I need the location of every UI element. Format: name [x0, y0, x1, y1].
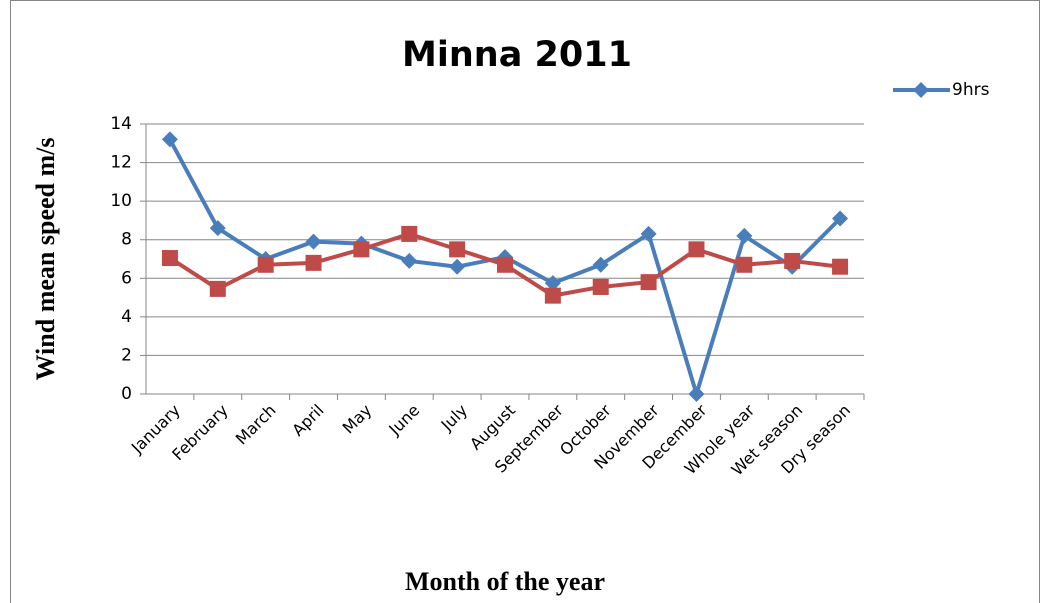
y-tick-label: 4: [121, 307, 132, 327]
data-point: [305, 233, 322, 250]
data-point: [592, 256, 609, 273]
data-point: [832, 258, 849, 275]
data-point: [161, 131, 178, 148]
data-point: [401, 252, 418, 269]
data-point: [784, 252, 801, 269]
y-tick-label: 10: [110, 191, 132, 211]
data-point: [449, 241, 466, 258]
y-tick-label: 2: [121, 345, 132, 365]
data-point: [592, 278, 609, 295]
y-tick-label: 12: [110, 153, 132, 173]
chart-title: Minna 2011: [402, 35, 632, 75]
data-point: [497, 256, 513, 273]
data-point: [832, 210, 849, 227]
data-point: [401, 225, 418, 242]
data-point: [688, 386, 705, 402]
data-point: [209, 220, 226, 237]
data-point: [640, 225, 657, 242]
data-point: [736, 256, 753, 273]
y-tick-label: 14: [110, 114, 132, 134]
data-point: [736, 227, 753, 244]
data-point: [257, 256, 274, 273]
data-point: [544, 287, 561, 304]
data-point: [305, 254, 322, 271]
y-axis-label: Wind mean speed m/s: [31, 138, 60, 381]
x-axis-label: Month of the year: [405, 567, 605, 596]
data-point: [449, 258, 466, 275]
legend-label: 9hrs: [952, 80, 990, 100]
data-point: [209, 280, 226, 297]
data-point: [544, 275, 561, 292]
chart-frame: [10, 0, 1040, 603]
y-tick-label: 8: [121, 230, 132, 250]
y-tick-label: 6: [121, 268, 132, 288]
legend-marker: [913, 82, 929, 98]
data-point: [640, 274, 657, 291]
y-tick-label: 0: [121, 384, 132, 404]
data-point: [353, 241, 370, 258]
data-point: [161, 250, 178, 267]
data-point: [688, 241, 705, 258]
